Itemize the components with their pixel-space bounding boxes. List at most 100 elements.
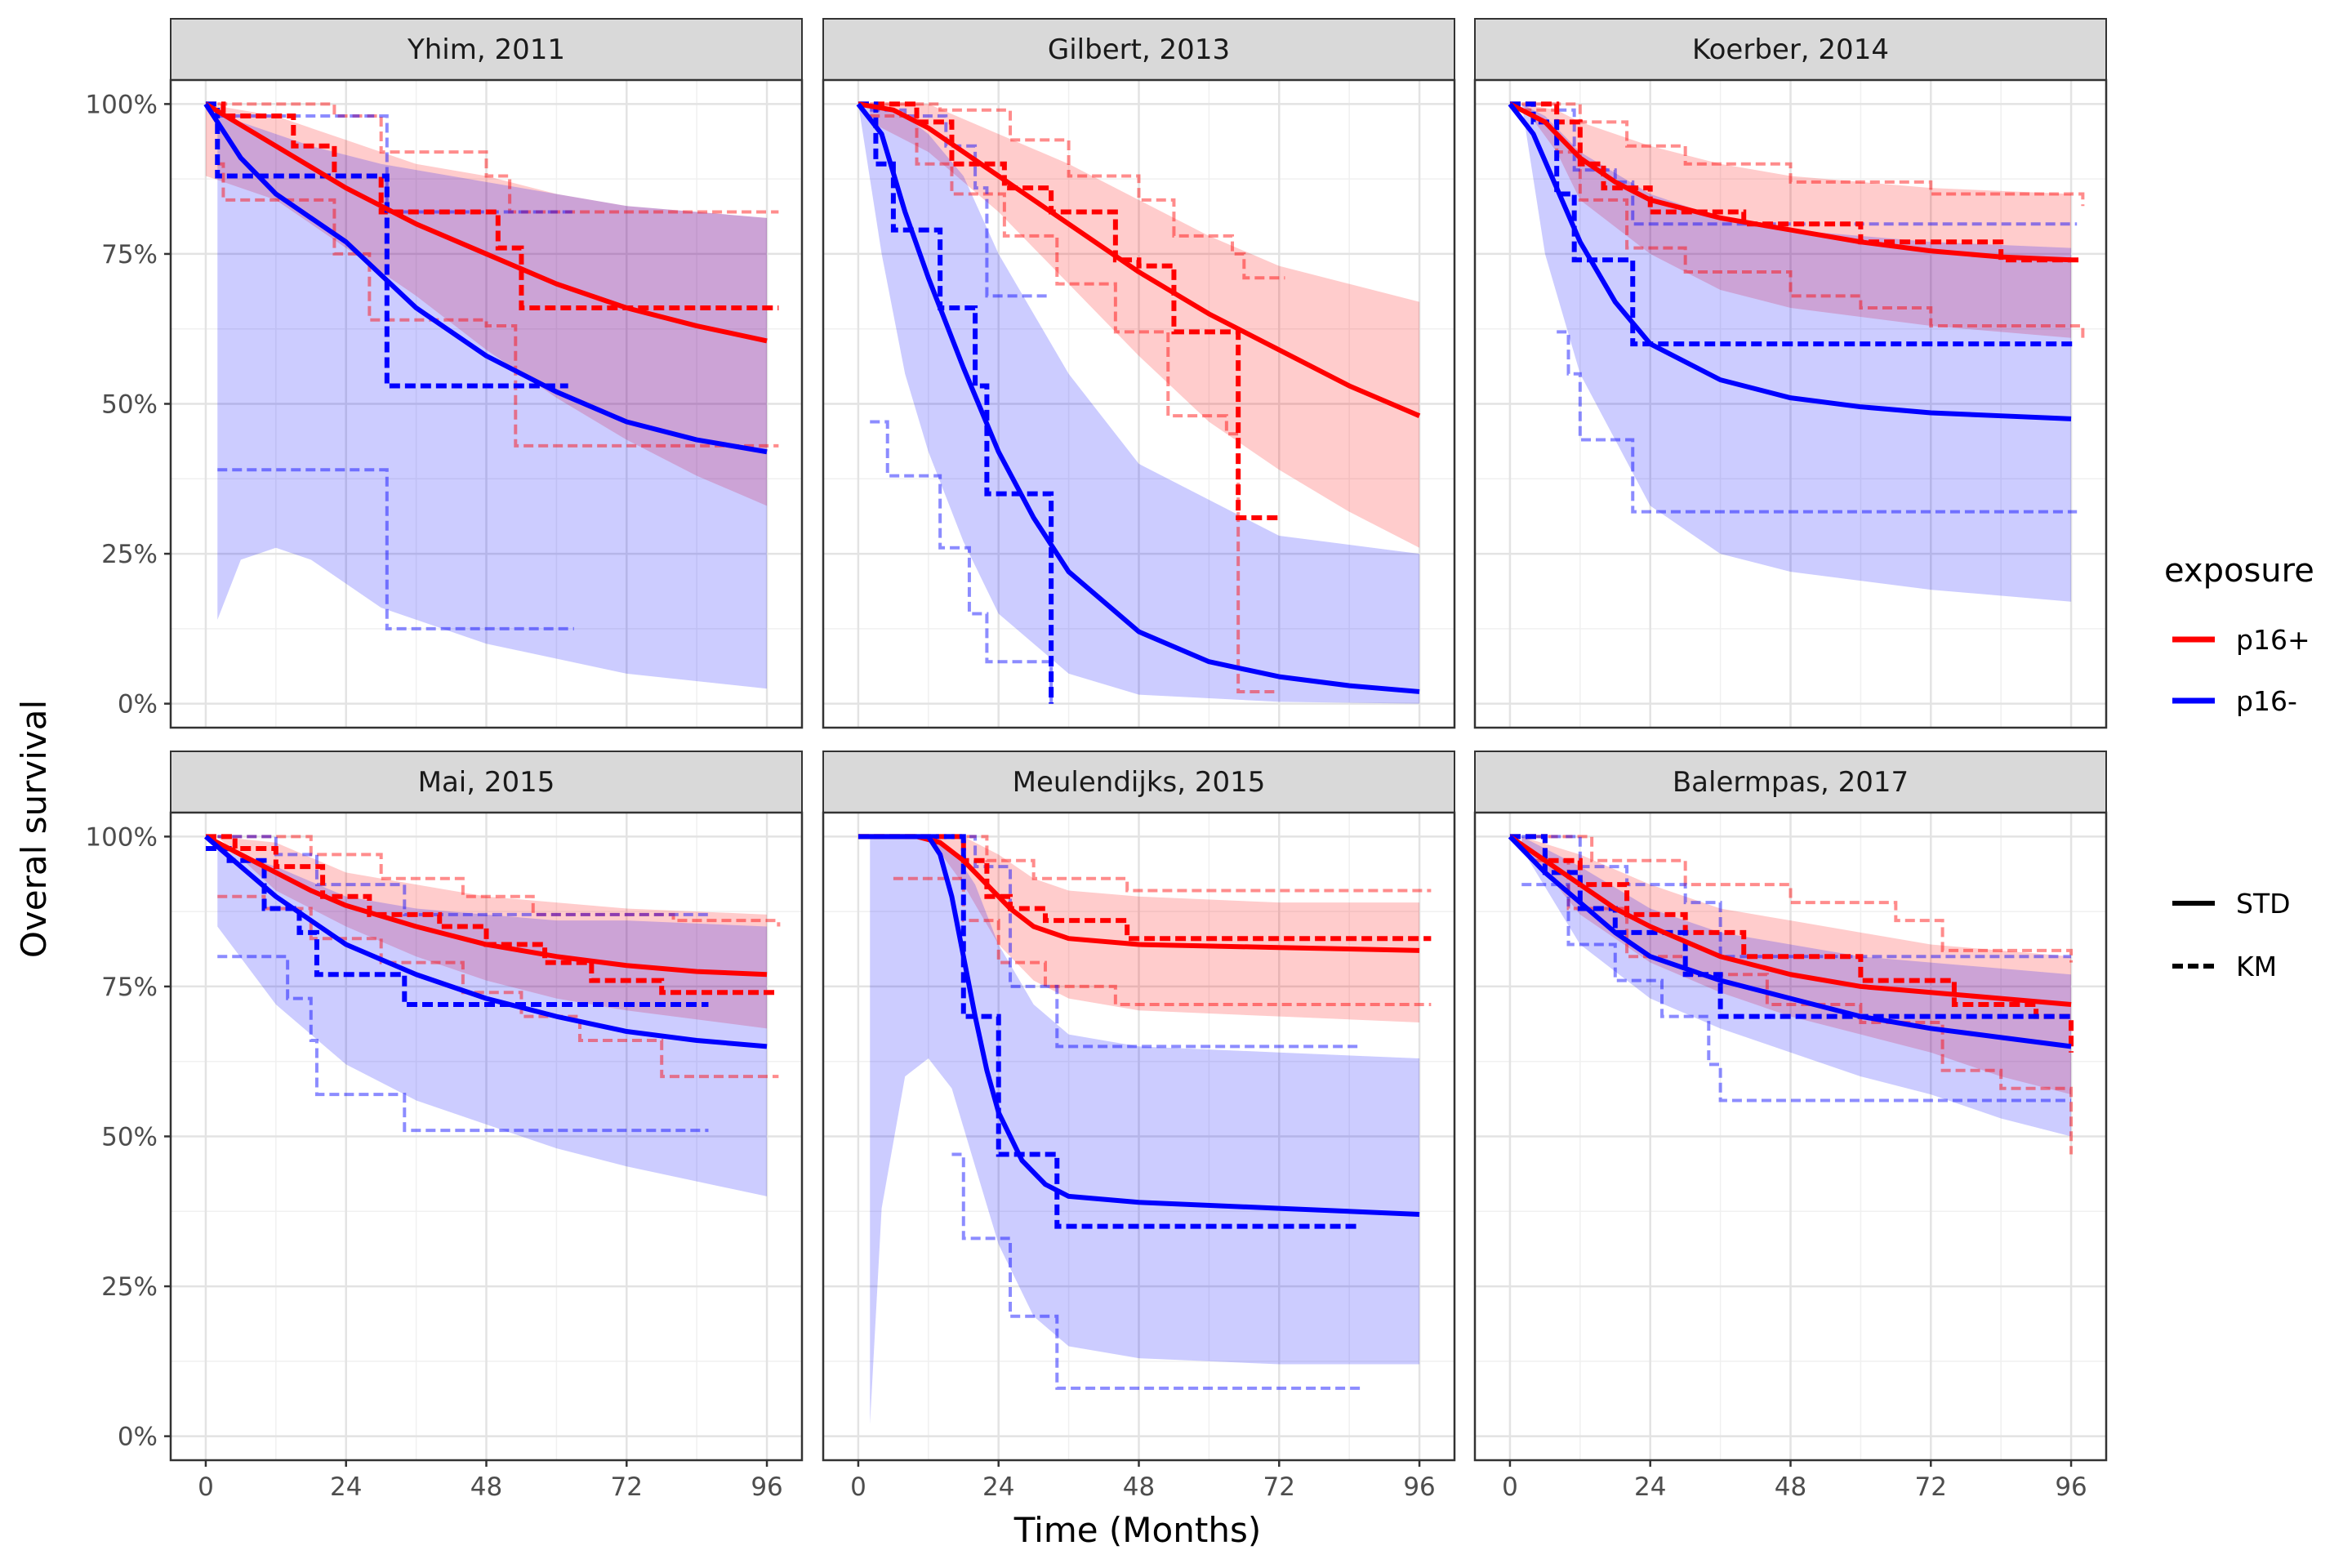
- km-ci-lower-p16-minus: [217, 468, 574, 630]
- panel-1: Yhim, 2011 0% 25% 50% 75% 100%: [85, 18, 804, 729]
- x-tick-label: 48: [470, 1472, 502, 1502]
- y-tick-label: 50%: [101, 1123, 158, 1152]
- std-curve-p16-minus: [203, 835, 768, 1049]
- x-tick-label: 96: [2055, 1472, 2087, 1502]
- km-curve-p16-plus: [205, 834, 779, 996]
- ci-band-p16-plus: [205, 104, 768, 506]
- std-curve-p16-minus: [856, 102, 1420, 694]
- std-curve-p16-plus: [1508, 101, 2072, 263]
- x-tick-label: 0: [850, 1472, 866, 1502]
- km-ci-upper-p16-minus: [940, 835, 1361, 1049]
- panel-title: Koerber, 2014: [1692, 33, 1889, 66]
- std-curve-p16-minus: [1508, 835, 2072, 1049]
- panel-4: Mai, 2015 0% 25% 50% 75% 100% 0 24 48 72 96: [85, 751, 804, 1502]
- x-axis-title: Time (Months): [1013, 1510, 1261, 1550]
- ci-band-p16-minus: [858, 104, 1420, 704]
- x-tick-label: 0: [1502, 1472, 1518, 1502]
- ci-band-p16-minus: [217, 109, 768, 689]
- legend-title: exposure: [2164, 552, 2314, 590]
- km-curve-p16-plus: [1509, 834, 2074, 1053]
- km-ci-upper-p16-plus: [217, 102, 779, 214]
- km-ci-upper-p16-plus: [951, 835, 1432, 893]
- panel-title: Mai, 2015: [418, 766, 555, 799]
- panel-strip: [822, 751, 1455, 813]
- ci-band-p16-plus: [1521, 104, 2072, 338]
- ci-band-p16-minus: [870, 836, 1420, 1424]
- x-tick-label: 0: [198, 1472, 214, 1502]
- panel-title: Balermpas, 2017: [1673, 766, 1909, 799]
- km-curve-p16-plus: [858, 834, 1432, 942]
- panel-strip: [1474, 751, 2107, 813]
- legend-label-km: KM: [2236, 951, 2277, 982]
- std-curve-p16-plus: [204, 101, 768, 344]
- km-curve-p16-plus: [858, 101, 1280, 521]
- panel-border: [1473, 78, 2108, 729]
- x-tick-label: 48: [1775, 1472, 1806, 1502]
- x-tick-label: 24: [1634, 1472, 1666, 1502]
- legend-label-std: STD: [2236, 888, 2291, 920]
- legend-label-p16-plus: p16+: [2236, 624, 2310, 656]
- km-ci-upper-p16-minus: [217, 835, 709, 916]
- km-ci-upper-p16-plus: [1533, 835, 2074, 963]
- y-tick-label: 25%: [101, 1272, 158, 1302]
- km-ci-lower-p16-plus: [217, 162, 779, 448]
- panel-title: Gilbert, 2013: [1048, 33, 1230, 66]
- facet-panels: Yhim, 2011 0% 25% 50% 75% 100% Gilbert, 2013 Ko…: [85, 18, 2108, 1502]
- x-tick-label: 72: [611, 1472, 643, 1502]
- y-tick-label: 75%: [101, 973, 158, 1002]
- ci-band-p16-minus: [1521, 104, 2072, 602]
- panel-strip: [1474, 18, 2107, 81]
- std-curve-p16-plus: [204, 834, 768, 978]
- km-ci-upper-p16-minus: [1557, 108, 2078, 226]
- y-tick-label: 0%: [118, 690, 158, 719]
- panel-strip: [170, 751, 803, 813]
- km-ci-lower-p16-minus: [951, 1152, 1361, 1390]
- std-curve-p16-minus: [858, 834, 1420, 1217]
- ci-band-p16-plus: [858, 836, 1420, 1022]
- ci-band-p16-minus: [1521, 836, 2072, 1137]
- km-ci-lower-p16-minus: [217, 955, 709, 1133]
- ci-band-p16-plus: [870, 104, 1420, 548]
- panel-strip: [822, 18, 1455, 81]
- km-ci-lower-p16-minus: [870, 420, 1054, 704]
- std-curve-p16-minus: [1508, 102, 2072, 421]
- y-tick-label: 50%: [101, 390, 158, 420]
- x-tick-label: 24: [330, 1472, 362, 1502]
- std-curve-p16-plus: [1508, 834, 2072, 1007]
- x-tick-label: 96: [1403, 1472, 1435, 1502]
- panel-title: Meulendijks, 2015: [1013, 766, 1266, 799]
- km-ci-lower-p16-plus: [870, 114, 1280, 693]
- x-tick-label: 48: [1123, 1472, 1155, 1502]
- panel-strip: [170, 18, 803, 81]
- panel-2: Gilbert, 2013: [822, 18, 1456, 729]
- y-tick-label: 0%: [118, 1423, 158, 1452]
- y-tick-label: 25%: [101, 540, 158, 569]
- km-ci-lower-p16-minus: [1521, 883, 2072, 1102]
- panel-border: [822, 78, 1456, 729]
- km-ci-upper-p16-plus: [870, 102, 1285, 280]
- km-ci-upper-p16-minus: [870, 108, 1052, 298]
- x-tick-label: 96: [751, 1472, 782, 1502]
- legend-label-p16-minus: p16-: [2236, 685, 2297, 717]
- y-tick-label: 100%: [85, 822, 158, 852]
- km-ci-upper-p16-minus: [1521, 835, 2072, 959]
- y-tick-label: 75%: [101, 240, 158, 270]
- km-ci-lower-p16-plus: [1533, 858, 2074, 1155]
- x-tick-label: 72: [1263, 1472, 1295, 1502]
- km-ci-upper-p16-plus: [217, 835, 781, 927]
- ci-band-p16-minus: [217, 849, 768, 1196]
- std-curve-p16-plus: [858, 101, 1421, 418]
- legend: exposure p16+ p16- STD KM: [2164, 552, 2314, 982]
- km-curve-p16-minus: [205, 101, 568, 389]
- panel-title: Yhim, 2011: [407, 33, 565, 66]
- x-tick-label: 72: [1915, 1472, 1947, 1502]
- panel-6: Balermpas, 2017 0 24 48 72 96: [1473, 751, 2108, 1502]
- y-axis-title: Overal survival: [14, 700, 54, 958]
- panel-3: Koerber, 2014: [1473, 18, 2108, 729]
- panel-5: Meulendijks, 2015 0 24 48 72 96: [822, 751, 1456, 1502]
- x-tick-label: 24: [982, 1472, 1014, 1502]
- y-tick-label: 100%: [85, 90, 158, 119]
- std-curve-p16-minus: [203, 102, 768, 455]
- km-ci-lower-p16-plus: [893, 876, 1432, 1006]
